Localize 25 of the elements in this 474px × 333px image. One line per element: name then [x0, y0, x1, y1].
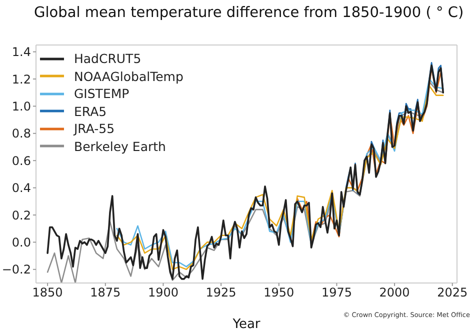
x-tick-label: 1875 — [90, 286, 121, 300]
x-tick-label: 1975 — [321, 286, 352, 300]
y-tick-label: 1.4 — [12, 45, 31, 60]
legend-label: HadCRUT5 — [74, 51, 142, 66]
x-tick-label: 2025 — [437, 286, 468, 300]
legend-label: GISTEMP — [74, 86, 130, 102]
y-tick-label: 1.0 — [12, 99, 31, 114]
chart-title: Global mean temperature difference from 1850-1900 ( ° C) — [34, 5, 464, 21]
legend-label: JRA-55 — [74, 121, 115, 136]
x-tick-label: 1950 — [264, 286, 294, 300]
y-tick-label: 0.0 — [12, 235, 31, 250]
x-axis-title: Year — [232, 317, 261, 332]
x-tick-label: 1900 — [148, 286, 178, 300]
legend-label: ERA5 — [74, 104, 107, 119]
x-tick-label: 1925 — [206, 286, 236, 300]
y-tick-label: 0.2 — [12, 208, 31, 222]
y-tick-label: −0.2 — [2, 262, 31, 277]
x-tick-label: 2000 — [379, 286, 410, 300]
legend-label: NOAAGlobalTemp — [74, 68, 184, 84]
y-tick-label: 0.6 — [12, 154, 31, 168]
x-tick-label: 1850 — [32, 286, 63, 300]
legend-label: Berkeley Earth — [74, 138, 166, 154]
y-tick-label: 0.4 — [12, 181, 31, 196]
y-tick-label: 1.2 — [12, 72, 31, 86]
y-tick-label: 0.8 — [12, 126, 31, 141]
